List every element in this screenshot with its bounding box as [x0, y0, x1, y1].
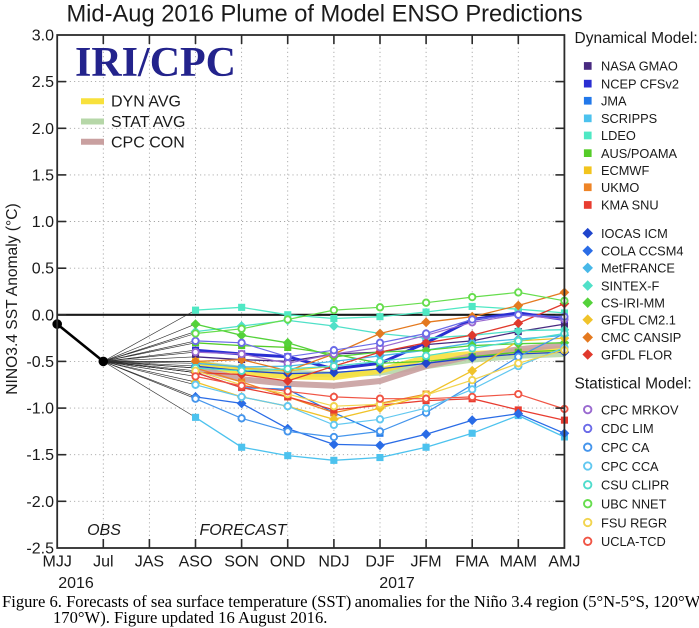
svg-text:OBS: OBS: [87, 522, 121, 539]
svg-text:-0.5: -0.5: [26, 354, 54, 371]
svg-text:CDC LIM: CDC LIM: [601, 421, 654, 436]
svg-text:CPC CA: CPC CA: [601, 440, 650, 455]
svg-text:MJJ: MJJ: [43, 554, 72, 571]
svg-text:STAT AVG: STAT AVG: [111, 114, 185, 131]
svg-text:COLA CCSM4: COLA CCSM4: [601, 244, 684, 259]
svg-text:OND: OND: [270, 554, 306, 571]
svg-text:NASA GMAO: NASA GMAO: [601, 59, 678, 74]
svg-text:Jul: Jul: [93, 554, 113, 571]
svg-text:IRI/CPC: IRI/CPC: [75, 40, 236, 86]
svg-text:DYN AVG: DYN AVG: [111, 94, 181, 111]
svg-text:FMA: FMA: [455, 554, 489, 571]
svg-text:2016: 2016: [58, 575, 94, 592]
svg-text:1.0: 1.0: [32, 214, 54, 231]
svg-text:SON: SON: [224, 554, 259, 571]
svg-text:ASO: ASO: [179, 554, 213, 571]
svg-text:UBC NNET: UBC NNET: [601, 497, 667, 512]
svg-text:SCRIPPS: SCRIPPS: [601, 111, 657, 126]
svg-text:Mid-Aug 2016 Plume of Model EN: Mid-Aug 2016 Plume of Model ENSO Predict…: [66, 2, 582, 28]
svg-text:-1.5: -1.5: [26, 447, 54, 464]
svg-text:NDJ: NDJ: [318, 554, 349, 571]
svg-text:3.0: 3.0: [32, 28, 54, 45]
svg-text:KMA SNU: KMA SNU: [601, 198, 659, 213]
svg-text:Dynamical Model:: Dynamical Model:: [575, 30, 698, 47]
svg-text:CMC CANSIP: CMC CANSIP: [601, 330, 681, 345]
svg-text:CS-IRI-MM: CS-IRI-MM: [601, 296, 665, 311]
svg-text:AMJ: AMJ: [548, 554, 580, 571]
svg-text:2.5: 2.5: [32, 74, 54, 91]
svg-text:UKMO: UKMO: [601, 180, 639, 195]
svg-text:-2.5: -2.5: [26, 541, 54, 558]
svg-text:FSU REGR: FSU REGR: [601, 515, 667, 530]
svg-text:Figure 6. Forecasts of sea sur: Figure 6. Forecasts of sea surface tempe…: [2, 592, 699, 611]
svg-text:ECMWF: ECMWF: [601, 163, 650, 178]
svg-text:MetFRANCE: MetFRANCE: [601, 261, 675, 276]
svg-text:JFM: JFM: [411, 554, 442, 571]
svg-text:2017: 2017: [379, 575, 415, 592]
svg-text:GFDL FLOR: GFDL FLOR: [601, 347, 672, 362]
svg-text:CPC CON: CPC CON: [111, 134, 185, 151]
svg-text:JMA: JMA: [601, 94, 627, 109]
svg-text:UCLA-TCD: UCLA-TCD: [601, 534, 666, 549]
svg-text:SINTEX-F: SINTEX-F: [601, 278, 659, 293]
svg-text:CPC CCA: CPC CCA: [601, 459, 659, 474]
svg-text:NCEP CFSv2: NCEP CFSv2: [601, 76, 679, 91]
svg-text:NINO3.4 SST Anomaly (°C): NINO3.4 SST Anomaly (°C): [4, 203, 21, 394]
svg-text:MAM: MAM: [500, 554, 537, 571]
svg-text:1.5: 1.5: [32, 167, 54, 184]
svg-text:JAS: JAS: [135, 554, 164, 571]
svg-text:0.0: 0.0: [32, 307, 54, 324]
svg-text:170°W). Figure updated 16 Augu: 170°W). Figure updated 16 August 2016.: [53, 608, 327, 627]
svg-text:Statistical Model:: Statistical Model:: [575, 376, 692, 393]
svg-text:DJF: DJF: [365, 554, 395, 571]
svg-text:CPC MRKOV: CPC MRKOV: [601, 402, 679, 417]
svg-text:2.0: 2.0: [32, 121, 54, 138]
svg-text:-2.0: -2.0: [26, 494, 54, 511]
svg-text:FORECAST: FORECAST: [199, 522, 287, 539]
svg-text:-1.0: -1.0: [26, 401, 54, 418]
svg-text:0.5: 0.5: [32, 261, 54, 278]
svg-text:AUS/POAMA: AUS/POAMA: [601, 146, 678, 161]
svg-text:GFDL CM2.1: GFDL CM2.1: [601, 313, 676, 328]
svg-text:CSU CLIPR: CSU CLIPR: [601, 478, 669, 493]
svg-text:LDEO: LDEO: [601, 128, 636, 143]
svg-text:IOCAS ICM: IOCAS ICM: [601, 226, 668, 241]
